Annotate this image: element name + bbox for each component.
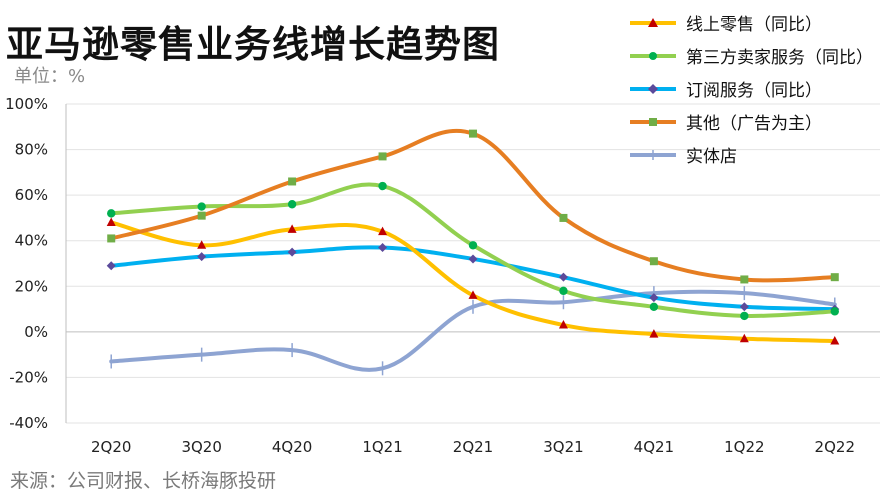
data-point bbox=[107, 234, 116, 243]
legend-item-physical: 实体店 bbox=[628, 138, 873, 171]
legend-swatch-third-party bbox=[630, 51, 676, 60]
series-third_party bbox=[107, 181, 839, 321]
legend-item-subscription: 订阅服务（同比） bbox=[628, 72, 873, 105]
unit-label: 单位：% bbox=[14, 66, 86, 87]
data-point bbox=[107, 209, 116, 218]
x-tick-label: 2Q20 bbox=[91, 438, 131, 456]
x-tick-label: 1Q21 bbox=[362, 438, 402, 456]
data-point bbox=[197, 202, 206, 211]
data-point bbox=[558, 320, 568, 329]
y-tick-label: 0% bbox=[24, 323, 48, 341]
legend-item-third-party: 第三方卖家服务（同比） bbox=[628, 39, 873, 72]
data-point bbox=[378, 243, 388, 253]
legend-label: 订阅服务（同比） bbox=[686, 81, 822, 101]
data-point bbox=[287, 247, 297, 257]
data-point bbox=[830, 307, 839, 316]
data-point bbox=[468, 290, 478, 299]
data-point bbox=[378, 181, 387, 191]
data-point bbox=[469, 129, 477, 138]
data-point bbox=[468, 254, 478, 264]
series-subscription bbox=[106, 243, 840, 314]
legend-item-line-retail: 线上零售（同比） bbox=[628, 6, 873, 39]
legend-label: 第三方卖家服务（同比） bbox=[686, 48, 873, 68]
data-point bbox=[197, 252, 207, 262]
data-point bbox=[649, 329, 659, 338]
data-point bbox=[378, 226, 388, 236]
x-tick-label: 3Q20 bbox=[181, 438, 221, 456]
series-group bbox=[106, 128, 840, 376]
x-tick-label: 3Q21 bbox=[543, 438, 583, 456]
x-tick-label: 2Q21 bbox=[453, 438, 493, 456]
data-point bbox=[739, 333, 749, 343]
x-tick-label: 2Q22 bbox=[815, 438, 855, 456]
y-tick-label: 40% bbox=[15, 232, 48, 250]
data-point bbox=[197, 240, 207, 249]
source-note: 来源：公司财报、长桥海豚投研 bbox=[10, 470, 277, 492]
data-point bbox=[830, 335, 840, 345]
x-tick-label: 4Q21 bbox=[634, 438, 674, 456]
data-point bbox=[106, 217, 116, 226]
data-point bbox=[740, 311, 749, 321]
series-other_ads bbox=[107, 128, 839, 284]
y-tick-label: 80% bbox=[15, 141, 48, 159]
data-point bbox=[287, 224, 297, 233]
data-point bbox=[468, 241, 478, 250]
data-point bbox=[739, 302, 749, 312]
data-point bbox=[287, 200, 297, 209]
data-point bbox=[559, 286, 568, 296]
tick-labels: 100% 80% 60% 40% 20% 0% -20% -40% 2Q20 3Q20 4Q20 1Q… bbox=[5, 95, 855, 456]
data-point bbox=[197, 211, 206, 220]
data-point bbox=[649, 257, 658, 266]
y-tick-label: 60% bbox=[15, 186, 48, 204]
data-point bbox=[740, 275, 749, 284]
chart-title: 亚马逊零售业务线增长趋势图 bbox=[6, 23, 500, 66]
series-line_retail bbox=[106, 217, 840, 345]
data-point bbox=[106, 261, 116, 271]
data-point bbox=[649, 293, 659, 303]
y-tick-label: 20% bbox=[15, 277, 48, 295]
legend-label: 线上零售（同比） bbox=[686, 15, 822, 35]
data-point bbox=[288, 177, 297, 186]
y-tick-label: 100% bbox=[5, 95, 48, 113]
legend-swatch-line-retail bbox=[630, 17, 676, 27]
legend-swatch-other-ads bbox=[630, 117, 676, 126]
data-point bbox=[378, 152, 387, 161]
legend-label: 其他（广告为主） bbox=[686, 114, 822, 134]
x-tick-label: 4Q20 bbox=[272, 438, 312, 456]
legend: 线上零售（同比） 第三方卖家服务（同比） 订阅服务（同比） 其他（广告为主） bbox=[628, 6, 873, 171]
data-point bbox=[649, 302, 659, 311]
y-tick-label: -40% bbox=[9, 414, 48, 432]
data-point bbox=[559, 213, 568, 222]
legend-swatch-physical bbox=[630, 149, 676, 160]
y-tick-label: -20% bbox=[9, 368, 48, 386]
data-point bbox=[558, 272, 568, 282]
data-point bbox=[830, 273, 839, 282]
x-tick-label: 1Q22 bbox=[724, 438, 764, 456]
series-physical bbox=[109, 286, 837, 376]
legend-item-other-ads: 其他（广告为主） bbox=[628, 105, 873, 138]
legend-swatch-subscription bbox=[630, 83, 676, 94]
legend-label: 实体店 bbox=[686, 147, 737, 167]
